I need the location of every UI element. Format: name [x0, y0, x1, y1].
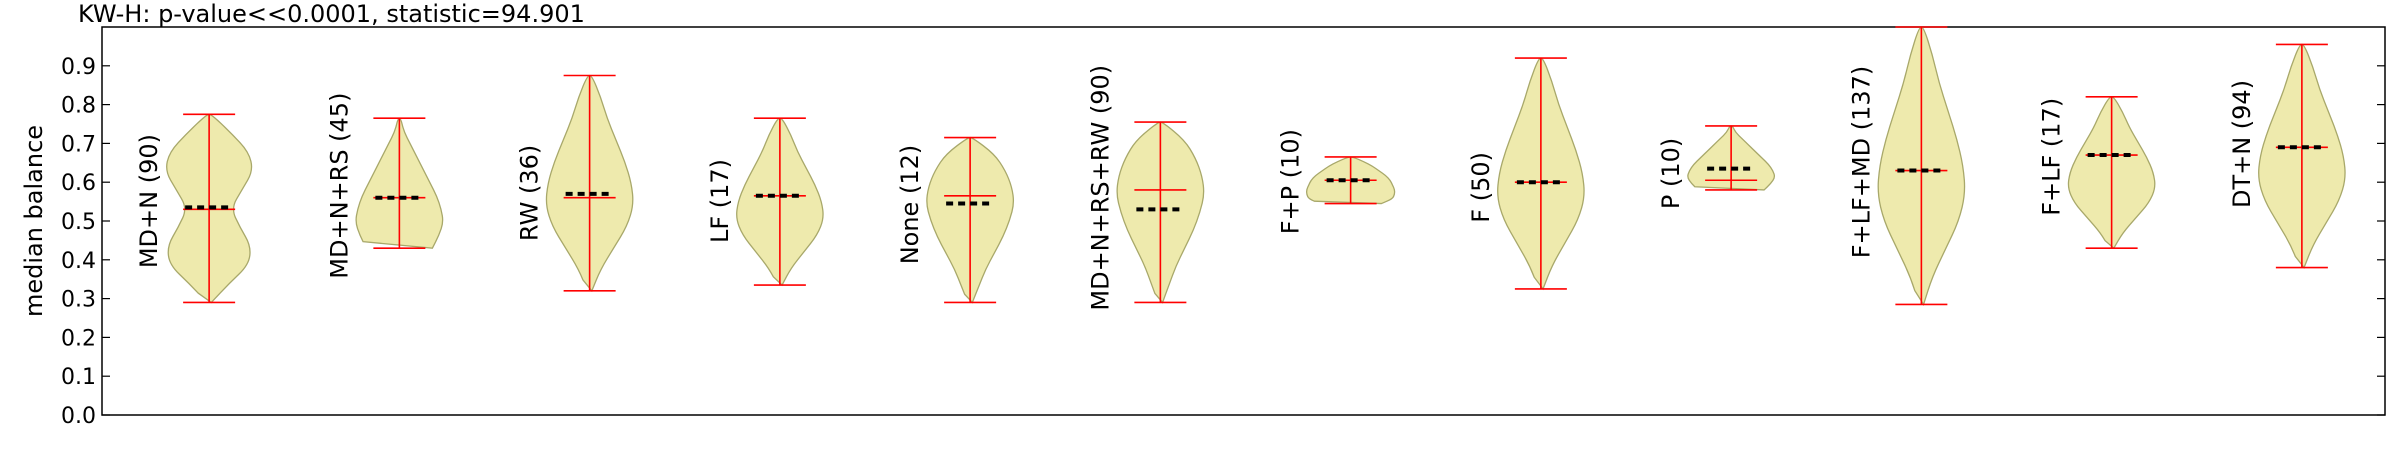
category-label: F+LF (17) [2038, 98, 2066, 216]
y-tick-label: 0.7 [61, 132, 96, 157]
category-label: MD+N+RS+RW (90) [1086, 65, 1114, 311]
violin: P (10) [1657, 125, 1776, 209]
y-tick-label: 0.3 [61, 288, 96, 313]
violin: F+P (10) [1277, 129, 1396, 234]
y-tick-label: 0.5 [61, 210, 96, 235]
category-label: None (12) [896, 145, 924, 265]
violin: F+LF (17) [2038, 96, 2156, 250]
violin: MD+N+RS+RW (90) [1086, 65, 1205, 311]
violins-group: MD+N (90) MD+N+RS (45) RW (36) LF (17) None … [135, 26, 2346, 311]
plot-frame [101, 26, 2386, 416]
chart-title: KW-H: p-value<<0.0001, statistic=94.901 [78, 0, 585, 28]
category-label: F+LF+MD (137) [1847, 66, 1875, 259]
violin: DT+N (94) [2228, 43, 2346, 269]
category-label: F+P (10) [1277, 129, 1305, 234]
violin: F (50) [1467, 57, 1585, 291]
violin: F+LF+MD (137) [1847, 26, 1966, 306]
y-tick-label: 0.9 [61, 55, 96, 80]
y-axis: 0.0 0.1 0.2 0.3 0.4 0.5 0.6 0.7 0.8 0.9 [61, 55, 2385, 429]
category-label: RW (36) [516, 145, 544, 241]
y-axis-label: median balance [20, 125, 48, 317]
category-label: MD+N+RS (45) [325, 93, 353, 279]
y-tick-label: 0.1 [61, 365, 96, 390]
y-tick-label: 0.2 [61, 326, 96, 351]
violin: MD+N+RS (45) [325, 93, 444, 279]
category-label: F (50) [1467, 152, 1495, 223]
y-tick-label: 0.6 [61, 171, 96, 196]
category-label: MD+N (90) [135, 134, 163, 268]
category-label: P (10) [1657, 138, 1685, 209]
violin: MD+N (90) [135, 113, 253, 304]
category-label: DT+N (94) [2228, 80, 2256, 208]
y-tick-label: 0.0 [61, 404, 96, 429]
violin: LF (17) [706, 117, 824, 287]
violin: RW (36) [516, 74, 634, 293]
violin: None (12) [896, 136, 1015, 304]
y-tick-label: 0.4 [61, 249, 96, 274]
y-tick-label: 0.8 [61, 94, 96, 119]
category-label: LF (17) [706, 159, 734, 243]
